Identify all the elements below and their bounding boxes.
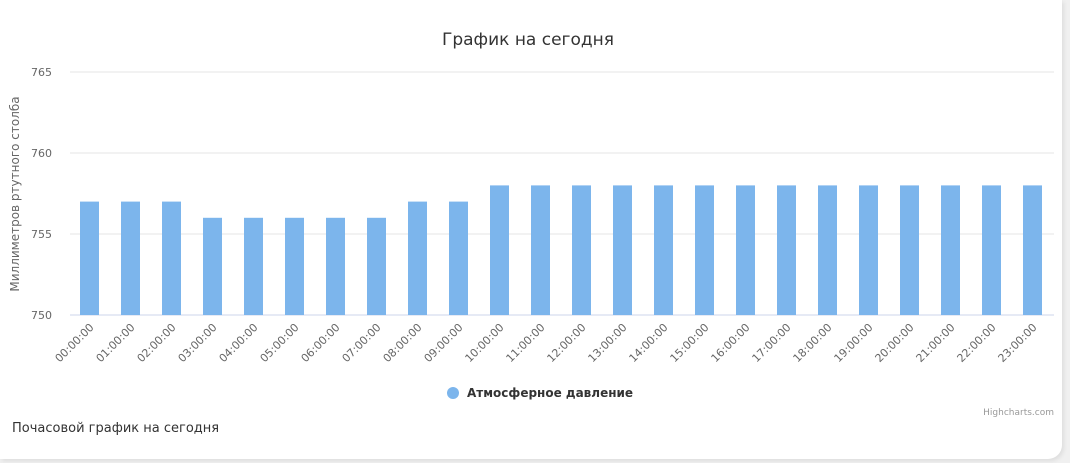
bar — [859, 185, 878, 315]
y-tick-label: 755 — [31, 228, 52, 241]
x-tick-label: 07:00:00 — [339, 321, 383, 365]
y-tick-label: 750 — [31, 309, 52, 322]
bar — [736, 185, 755, 315]
x-tick-label: 04:00:00 — [216, 321, 260, 365]
legend-label: Атмосферное давление — [467, 386, 633, 400]
bar — [408, 201, 427, 315]
bar — [613, 185, 632, 315]
bar — [367, 217, 386, 315]
bar — [162, 201, 181, 315]
bar — [572, 185, 591, 315]
chart-caption: Почасовой график на сегодня — [12, 421, 220, 436]
bar — [818, 185, 837, 315]
bar — [80, 201, 99, 315]
x-tick-label: 10:00:00 — [462, 321, 506, 365]
bar — [654, 185, 673, 315]
bar — [490, 185, 509, 315]
x-tick-label: 23:00:00 — [995, 321, 1039, 365]
x-tick-label: 13:00:00 — [585, 321, 629, 365]
y-tick-label: 765 — [31, 66, 52, 79]
bar — [285, 217, 304, 315]
bar — [1023, 185, 1042, 315]
bar — [777, 185, 796, 315]
x-tick-label: 02:00:00 — [134, 321, 178, 365]
x-tick-label: 15:00:00 — [667, 321, 711, 365]
x-tick-label: 11:00:00 — [503, 321, 547, 365]
credits-label: Highcharts.com — [983, 408, 1054, 418]
x-tick-label: 03:00:00 — [175, 321, 219, 365]
x-tick-label: 20:00:00 — [872, 321, 916, 365]
x-tick-label: 18:00:00 — [790, 321, 834, 365]
bar — [900, 185, 919, 315]
bar — [941, 185, 960, 315]
x-tick-label: 22:00:00 — [954, 321, 998, 365]
bar — [982, 185, 1001, 315]
bar — [244, 217, 263, 315]
bar — [531, 185, 550, 315]
x-tick-label: 05:00:00 — [257, 321, 301, 365]
x-tick-label: 01:00:00 — [93, 321, 137, 365]
x-tick-label: 21:00:00 — [913, 321, 957, 365]
x-tick-label: 08:00:00 — [380, 321, 424, 365]
bar — [121, 201, 140, 315]
bar — [695, 185, 714, 315]
x-tick-label: 19:00:00 — [831, 321, 875, 365]
bar — [449, 201, 468, 315]
x-tick-label: 00:00:00 — [52, 321, 96, 365]
bar — [203, 217, 222, 315]
chart-title: График на сегодня — [442, 30, 614, 50]
y-tick-label: 760 — [31, 147, 52, 160]
x-tick-label: 12:00:00 — [544, 321, 588, 365]
x-tick-label: 06:00:00 — [298, 321, 342, 365]
x-tick-label: 17:00:00 — [749, 321, 793, 365]
x-tick-label: 14:00:00 — [626, 321, 670, 365]
legend-marker — [447, 387, 459, 399]
x-tick-label: 09:00:00 — [421, 321, 465, 365]
bar — [326, 217, 345, 315]
x-tick-label: 16:00:00 — [708, 321, 752, 365]
y-axis-title: Миллиметров ртутного столба — [8, 96, 22, 291]
